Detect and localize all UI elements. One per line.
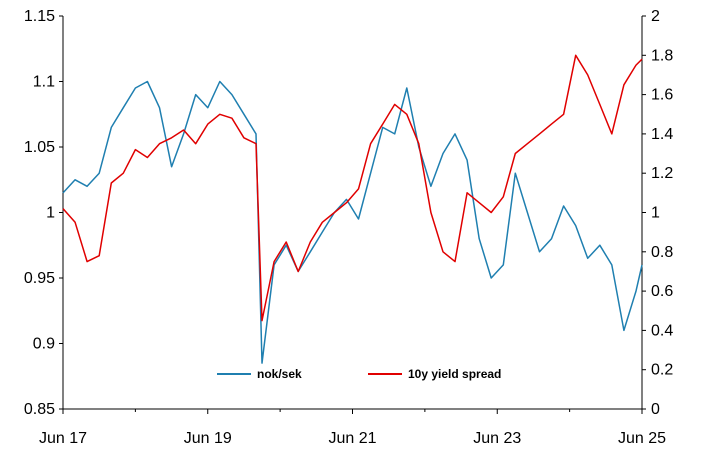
y-left-tick-label: 1.15 [24, 8, 55, 25]
series-line-nok-sek [62, 80, 643, 364]
y-right-tick-label: 0.4 [651, 322, 673, 339]
x-tick-label: Jun 19 [184, 430, 232, 447]
y-left-tick-label: 0.85 [24, 401, 55, 418]
y-right-tick-label: 0.6 [651, 283, 673, 300]
y-left-tick-label: 1 [46, 205, 55, 222]
y-left-tick-label: 0.9 [33, 336, 55, 353]
series-line-yield-spread [62, 54, 643, 322]
y-right-tick-label: 2 [651, 8, 660, 25]
series-layer [62, 54, 643, 364]
x-tick-label: Jun 25 [618, 430, 666, 447]
x-tick-label: Jun 17 [39, 430, 87, 447]
axes: 0.85 0.9 0.95 1 1.05 1.1 1.15 0 0.2 0.4 0.6 0.8 1 1.2… [24, 8, 673, 447]
y-left-tick-label: 1.05 [24, 139, 55, 156]
y-right-tick-label: 1.4 [651, 126, 673, 143]
y-right-tick-label: 1.6 [651, 87, 673, 104]
y-right-tick-label: 0 [651, 401, 660, 418]
legend: nok/sek 10y yield spread [217, 367, 501, 381]
x-tick-label: Jun 23 [473, 430, 521, 447]
y-right-tick-label: 1.2 [651, 165, 673, 182]
y-left-tick-label: 0.95 [24, 270, 55, 287]
y-left-tick-label: 1.1 [33, 74, 55, 91]
y-right-tick-label: 0.2 [651, 362, 673, 379]
legend-label-nok-sek: nok/sek [257, 367, 302, 381]
x-tick-label: Jun 21 [328, 430, 376, 447]
legend-label-yield-spread: 10y yield spread [408, 367, 501, 381]
y-right-tick-label: 0.8 [651, 244, 673, 261]
y-right-tick-label: 1 [651, 205, 660, 222]
y-right-tick-label: 1.8 [651, 47, 673, 64]
